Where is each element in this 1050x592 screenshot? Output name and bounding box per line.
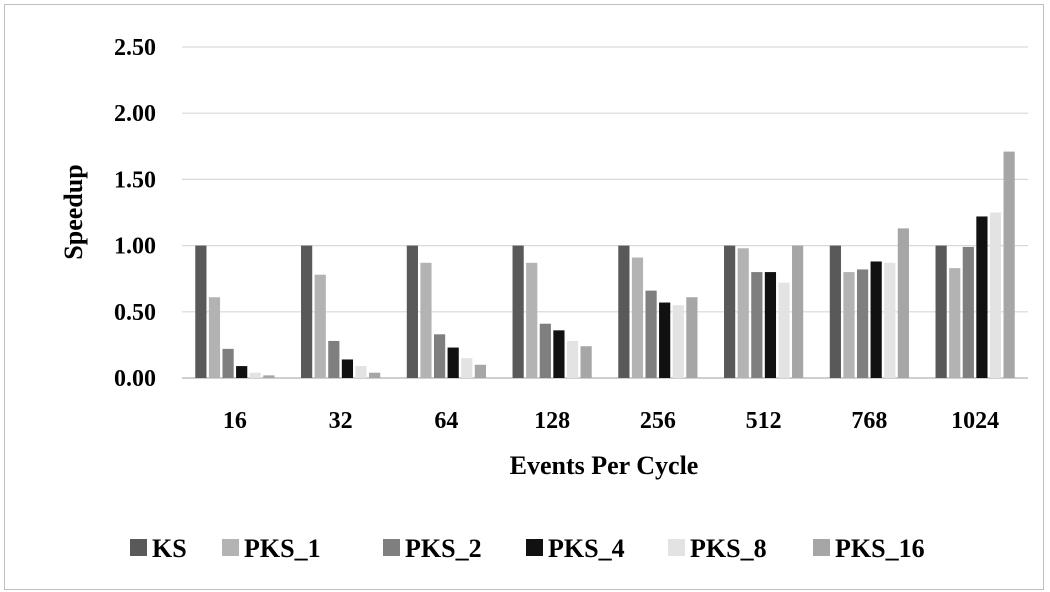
y-tick-labels: 0.00 0.50 1.00 1.50 2.00 2.50: [114, 35, 156, 392]
x-axis-title: Events Per Cycle: [510, 451, 699, 480]
x-tick-labels: 16 32 64 128 256 512 768 1024: [223, 408, 999, 434]
bar-ks: [935, 245, 947, 378]
bar-pks-16: [1003, 151, 1015, 378]
y-tick-label: 1.50: [114, 167, 156, 193]
legend-swatch: [130, 539, 147, 556]
bar-pks-4: [659, 302, 671, 378]
bar-pks-1: [420, 262, 432, 378]
x-tick-label: 768: [851, 408, 887, 434]
y-tick-label: 1.00: [114, 234, 156, 260]
bar-pks-8: [566, 340, 579, 378]
legend-label: PKS_16: [835, 534, 925, 563]
bar-pks-1: [949, 268, 961, 378]
y-tick-label: 2.00: [114, 101, 156, 127]
bar-pks-4: [553, 330, 565, 378]
bar-pks-8: [672, 305, 684, 378]
legend-swatch: [668, 539, 685, 556]
y-tick-label: 0.00: [114, 366, 156, 392]
y-axis-title: Speedup: [59, 164, 88, 259]
x-tick-label: 64: [434, 408, 458, 434]
x-tick-label: 16: [223, 408, 247, 434]
bar-pks-4: [764, 272, 777, 378]
bar-pks-2: [328, 340, 340, 378]
bar-pks-1: [843, 272, 855, 378]
bar-pks-2: [751, 272, 763, 378]
bar-pks-16: [580, 346, 592, 378]
legend-swatch: [813, 539, 830, 556]
bar-pks-16: [369, 372, 381, 378]
x-tick-label: 512: [746, 408, 782, 434]
x-tick-label: 1024: [951, 408, 999, 434]
bar-pks-8: [355, 366, 367, 378]
bar-pks-2: [645, 290, 657, 378]
bar-pks-8: [461, 358, 473, 378]
bar-pks-2: [856, 269, 869, 378]
bar-pks-1: [314, 274, 326, 378]
legend-label: PKS_8: [690, 534, 767, 563]
bar-pks-8: [989, 212, 1002, 378]
bar-pks-1: [208, 297, 221, 378]
legend-label: PKS_4: [548, 534, 625, 563]
bar-pks-2: [433, 334, 446, 378]
legend: KS PKS_1 PKS_2 PKS_4 PKS_8 PKS_16: [130, 534, 925, 563]
x-tick-label: 256: [640, 408, 676, 434]
bars: [195, 151, 1015, 378]
bar-pks-8: [778, 282, 790, 378]
bar-pks-4: [447, 347, 459, 378]
legend-swatch: [222, 539, 239, 556]
bar-pks-4: [341, 359, 354, 378]
bar-pks-2: [222, 348, 234, 378]
bar-ks: [724, 245, 736, 378]
y-tick-label: 0.50: [114, 300, 156, 326]
bar-pks-16: [474, 364, 486, 378]
legend-label: PKS_2: [405, 534, 482, 563]
legend-label: PKS_1: [244, 534, 321, 563]
bar-pks-4: [976, 216, 988, 378]
bar-pks-1: [631, 257, 644, 378]
legend-swatch: [383, 539, 400, 556]
bar-pks-4: [236, 366, 248, 378]
bar-pks-1: [526, 262, 538, 378]
bar-pks-1: [737, 248, 749, 378]
bar-ks: [829, 245, 841, 378]
bar-pks-16: [897, 228, 909, 378]
bar-ks: [618, 245, 630, 378]
bar-ks: [512, 245, 524, 378]
bar-ks: [301, 245, 313, 378]
y-tick-label: 2.50: [114, 35, 156, 61]
bar-pks-8: [249, 372, 261, 378]
bar-pks-2: [539, 323, 551, 378]
bar-ks: [406, 245, 418, 378]
bar-pks-16: [263, 375, 275, 378]
x-tick-label: 128: [534, 408, 570, 434]
legend-swatch: [526, 539, 543, 556]
x-tick-label: 32: [329, 408, 353, 434]
bar-pks-4: [870, 261, 882, 378]
bar-pks-2: [962, 246, 974, 378]
legend-label: KS: [152, 534, 187, 563]
bar-ks: [195, 245, 207, 378]
bar-pks-8: [884, 262, 896, 378]
bar-pks-16: [686, 297, 698, 378]
bar-pks-16: [792, 245, 804, 378]
